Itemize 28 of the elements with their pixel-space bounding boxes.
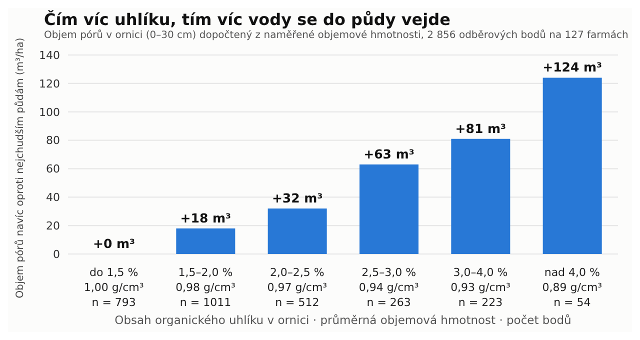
y-tick-label: 0	[53, 248, 60, 261]
y-tick-label: 40	[46, 191, 60, 204]
bar	[176, 228, 236, 254]
y-tick-label: 60	[46, 162, 60, 176]
data-label: +63 m³	[364, 146, 414, 162]
y-tick-label: 80	[46, 134, 60, 148]
data-label: +18 m³	[180, 210, 232, 226]
data-label: +0 m³	[92, 236, 136, 251]
x-tick-label: 3,0–4,0 % 0,93 g/cm³ n = 223	[450, 266, 510, 309]
y-tick-label: 20	[46, 219, 60, 232]
bar	[451, 138, 510, 254]
chart-subtitle: Objem pórů v ornici (0–30 cm) dopočtený z naměřené objemové hmotnosti, 2 856 odběrových bodů na 127 farmách	[44, 30, 630, 41]
bar	[360, 164, 418, 254]
bar	[542, 78, 602, 254]
data-label: +32 m³	[272, 190, 323, 206]
chart-title: Čím víc uhlíku, tím víc vody se do půdy vejde	[44, 10, 452, 29]
x-tick-label: do 1,5 % 1,00 g/cm³ n = 793	[84, 266, 144, 309]
y-tick-label: 120	[39, 77, 60, 90]
y-tick-label: 100	[39, 106, 60, 119]
x-tick-label: 1,5–2,0 % 0,98 g/cm³ n = 1011	[176, 266, 236, 309]
y-axis-title: Objem pórů navíc oproti nejchudším půdám (m³/ha)	[14, 38, 26, 298]
x-tick-label: 2,5–3,0 % 0,94 g/cm³ n = 263	[358, 266, 419, 309]
x-tick-label: 2,0–2,5 % 0,97 g/cm³ n = 512	[267, 266, 328, 309]
bar	[268, 208, 327, 254]
data-label: +81 m³	[455, 120, 506, 136]
data-label: +124 m³	[542, 60, 602, 75]
x-tick-label: nad 4,0 % 0,89 g/cm³ n = 54	[542, 266, 602, 309]
y-tick-label: 140	[39, 48, 60, 62]
